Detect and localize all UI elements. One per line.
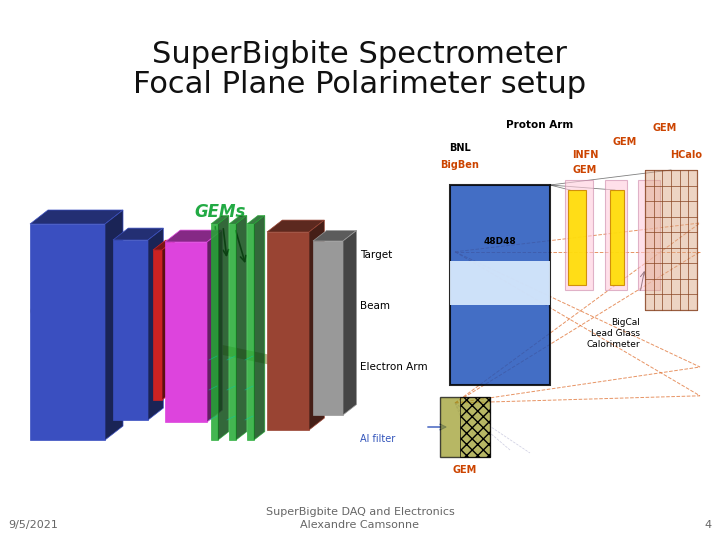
Polygon shape (153, 240, 174, 250)
Text: 48D48: 48D48 (484, 237, 516, 246)
Polygon shape (113, 240, 148, 420)
Polygon shape (113, 228, 163, 240)
Polygon shape (30, 224, 105, 440)
Polygon shape (153, 250, 162, 400)
Polygon shape (207, 230, 222, 422)
Polygon shape (211, 215, 229, 224)
Polygon shape (30, 210, 123, 224)
Polygon shape (313, 241, 343, 415)
Text: Electron Arm: Electron Arm (360, 362, 428, 372)
Text: GEM: GEM (453, 465, 477, 475)
Bar (605, 180, 627, 290)
Polygon shape (247, 224, 254, 440)
Text: GEM: GEM (653, 123, 677, 133)
Bar (450, 185, 550, 385)
Bar (645, 170, 697, 310)
Text: BigCal
Lead Glass
Calorimeter: BigCal Lead Glass Calorimeter (586, 318, 640, 349)
Bar (638, 180, 660, 290)
Text: GEMs: GEMs (194, 203, 246, 221)
Polygon shape (165, 230, 222, 242)
Text: BigBen: BigBen (441, 160, 480, 170)
Bar (565, 180, 593, 290)
Text: GEM: GEM (613, 137, 637, 147)
Polygon shape (309, 220, 324, 430)
Polygon shape (343, 231, 356, 415)
Text: INFN: INFN (572, 150, 598, 160)
Text: 9/5/2021: 9/5/2021 (8, 520, 58, 530)
Text: SuperBigbite DAQ and Electronics
Alexandre Camsonne: SuperBigbite DAQ and Electronics Alexand… (266, 507, 454, 530)
Polygon shape (267, 220, 324, 232)
Polygon shape (162, 240, 174, 400)
Polygon shape (148, 228, 163, 420)
Text: Proton Arm: Proton Arm (506, 120, 574, 130)
Bar (450, 261, 550, 305)
Bar (568, 190, 586, 285)
Text: Beam: Beam (360, 301, 390, 311)
Text: BNL: BNL (449, 143, 471, 153)
Bar (440, 397, 490, 457)
Text: Target: Target (360, 251, 392, 260)
Polygon shape (236, 215, 247, 440)
Polygon shape (105, 210, 123, 440)
Text: HCalo: HCalo (670, 150, 702, 160)
Polygon shape (247, 215, 265, 224)
Polygon shape (229, 224, 236, 440)
Polygon shape (211, 224, 218, 440)
Polygon shape (229, 215, 247, 224)
Polygon shape (254, 215, 265, 440)
Text: SuperBigbite Spectrometer: SuperBigbite Spectrometer (153, 40, 567, 69)
Bar (460, 397, 490, 457)
Text: Al filter: Al filter (360, 434, 395, 444)
Text: 4: 4 (705, 520, 712, 530)
Polygon shape (313, 231, 356, 241)
Text: Focal Plane Polarimeter setup: Focal Plane Polarimeter setup (133, 70, 587, 99)
Polygon shape (267, 232, 309, 430)
Text: GEM: GEM (573, 165, 597, 175)
Polygon shape (165, 242, 207, 422)
Bar (610, 190, 624, 285)
Polygon shape (218, 215, 229, 440)
